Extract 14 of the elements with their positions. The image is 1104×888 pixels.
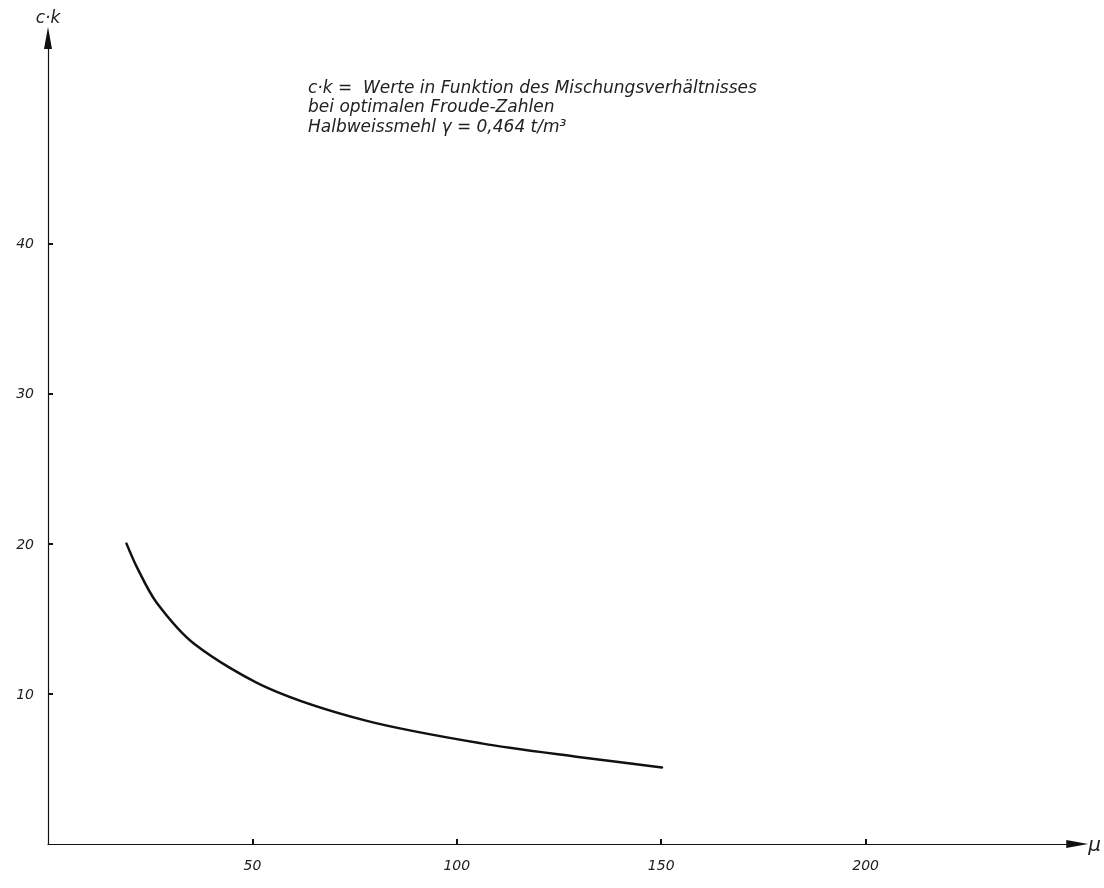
x-axis-title: μ (1087, 832, 1102, 856)
x-tick-label: 150 (647, 857, 675, 873)
annotation: Halbweissmehl γ = 0,464 t/m³ (308, 115, 567, 136)
x-tick-label: 50 (243, 857, 262, 873)
line-series (125, 542, 664, 769)
annotation: c·k = Werte in Funktion des Mischungsverhältnisses (308, 76, 758, 97)
x-tick-label: 200 (852, 857, 880, 873)
x-tick-label: 100 (443, 857, 471, 873)
y-axis-title: c·k (35, 6, 62, 27)
y-tick-label: 10 (16, 685, 35, 702)
annotation: bei optimalen Froude-Zahlen (308, 96, 555, 116)
y-tick-label: 20 (16, 535, 35, 552)
y-tick-label: 30 (16, 385, 35, 402)
y-tick-label: 40 (16, 235, 35, 252)
